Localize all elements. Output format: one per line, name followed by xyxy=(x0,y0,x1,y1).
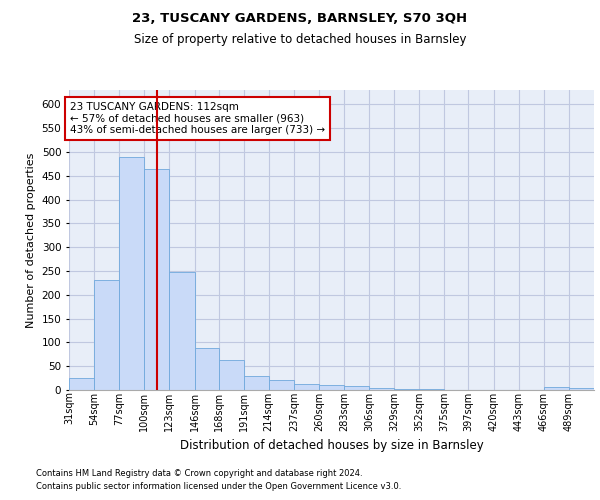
Bar xyxy=(394,388,419,390)
Bar xyxy=(119,156,145,390)
Bar xyxy=(244,376,269,390)
Bar xyxy=(194,348,218,390)
Bar xyxy=(218,360,244,390)
Bar xyxy=(69,378,94,390)
Bar xyxy=(294,384,319,390)
Bar xyxy=(419,389,445,390)
Text: 23, TUSCANY GARDENS, BARNSLEY, S70 3QH: 23, TUSCANY GARDENS, BARNSLEY, S70 3QH xyxy=(133,12,467,26)
Bar xyxy=(269,380,294,390)
Bar xyxy=(319,385,344,390)
Text: Size of property relative to detached houses in Barnsley: Size of property relative to detached ho… xyxy=(134,32,466,46)
Bar xyxy=(369,388,394,390)
Text: 23 TUSCANY GARDENS: 112sqm
← 57% of detached houses are smaller (963)
43% of sem: 23 TUSCANY GARDENS: 112sqm ← 57% of deta… xyxy=(70,102,325,135)
Bar xyxy=(344,386,369,390)
Bar xyxy=(145,168,169,390)
Bar xyxy=(169,272,194,390)
Y-axis label: Number of detached properties: Number of detached properties xyxy=(26,152,36,328)
Bar xyxy=(544,387,569,390)
Bar xyxy=(569,388,594,390)
Bar xyxy=(94,280,119,390)
Text: Contains public sector information licensed under the Open Government Licence v3: Contains public sector information licen… xyxy=(36,482,401,491)
X-axis label: Distribution of detached houses by size in Barnsley: Distribution of detached houses by size … xyxy=(179,439,484,452)
Text: Contains HM Land Registry data © Crown copyright and database right 2024.: Contains HM Land Registry data © Crown c… xyxy=(36,468,362,477)
